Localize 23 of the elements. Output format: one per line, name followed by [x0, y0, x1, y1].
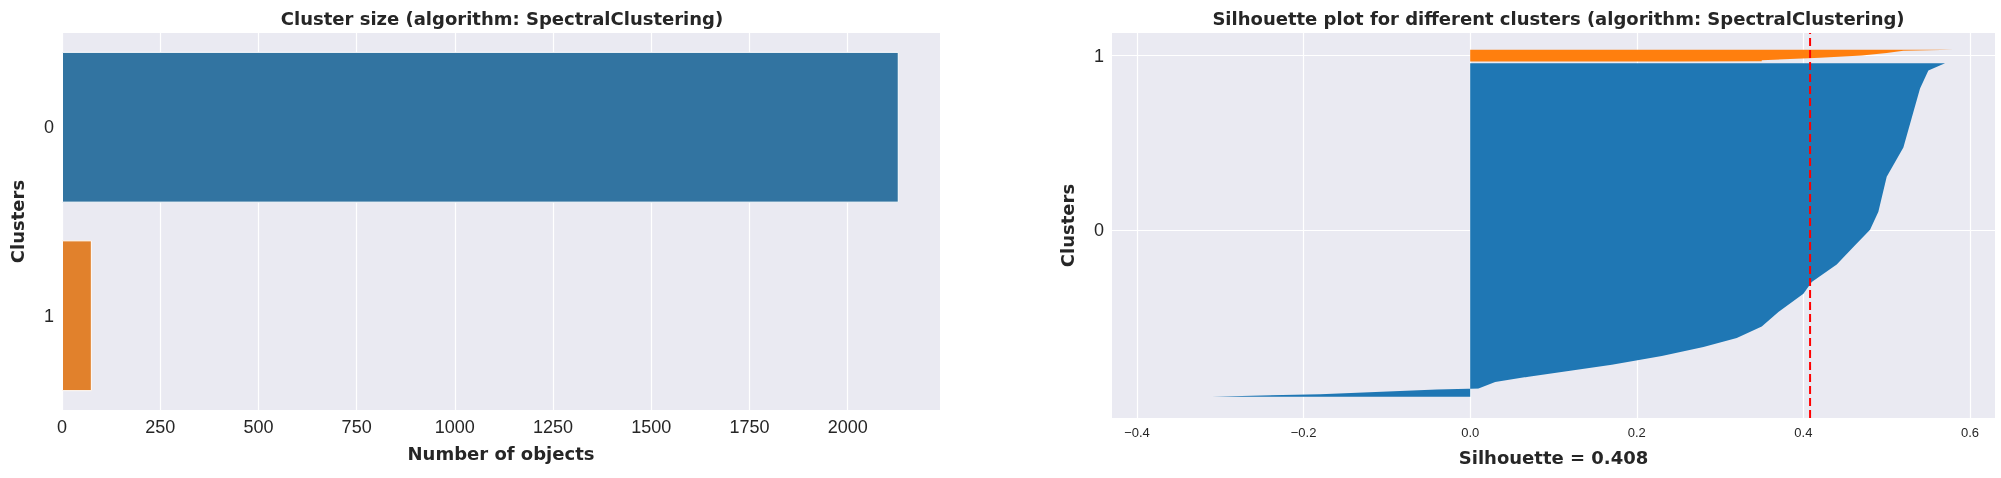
x-axis-title: Silhouette = 0.408	[1458, 446, 1649, 468]
x-tick-label: 0.6	[1960, 425, 1980, 440]
y-tick-label: 1	[1093, 45, 1104, 66]
y-axis-title: Clusters	[1056, 183, 1078, 268]
chart-title: Cluster size (algorithm: SpectralClustering)	[280, 7, 724, 29]
x-tick-label: 1000	[434, 417, 475, 437]
x-tick-label: 1250	[533, 417, 574, 437]
x-tick-label: −0.2	[1290, 425, 1317, 440]
x-tick-label: 500	[243, 417, 274, 437]
x-tick-label: 0.0	[1461, 425, 1480, 440]
x-tick-label: 750	[341, 417, 372, 437]
x-tick-label: 0.2	[1627, 425, 1646, 440]
x-tick-label: 250	[145, 417, 176, 437]
x-tick-label: 1500	[631, 417, 672, 437]
x-tick-label: 0.4	[1794, 425, 1813, 440]
x-axis-title: Number of objects	[407, 442, 595, 464]
x-tick-label: −0.4	[1124, 425, 1150, 440]
x-tick-label: 1750	[729, 417, 770, 437]
y-tick-label: 1	[43, 305, 54, 326]
chart-title: Silhouette plot for different clusters (algorithm: SpectralClustering)	[1212, 7, 1905, 29]
x-tick-label: 0	[56, 417, 68, 437]
x-tick-label: 2000	[827, 417, 868, 437]
y-axis-title: Clusters	[6, 179, 28, 264]
